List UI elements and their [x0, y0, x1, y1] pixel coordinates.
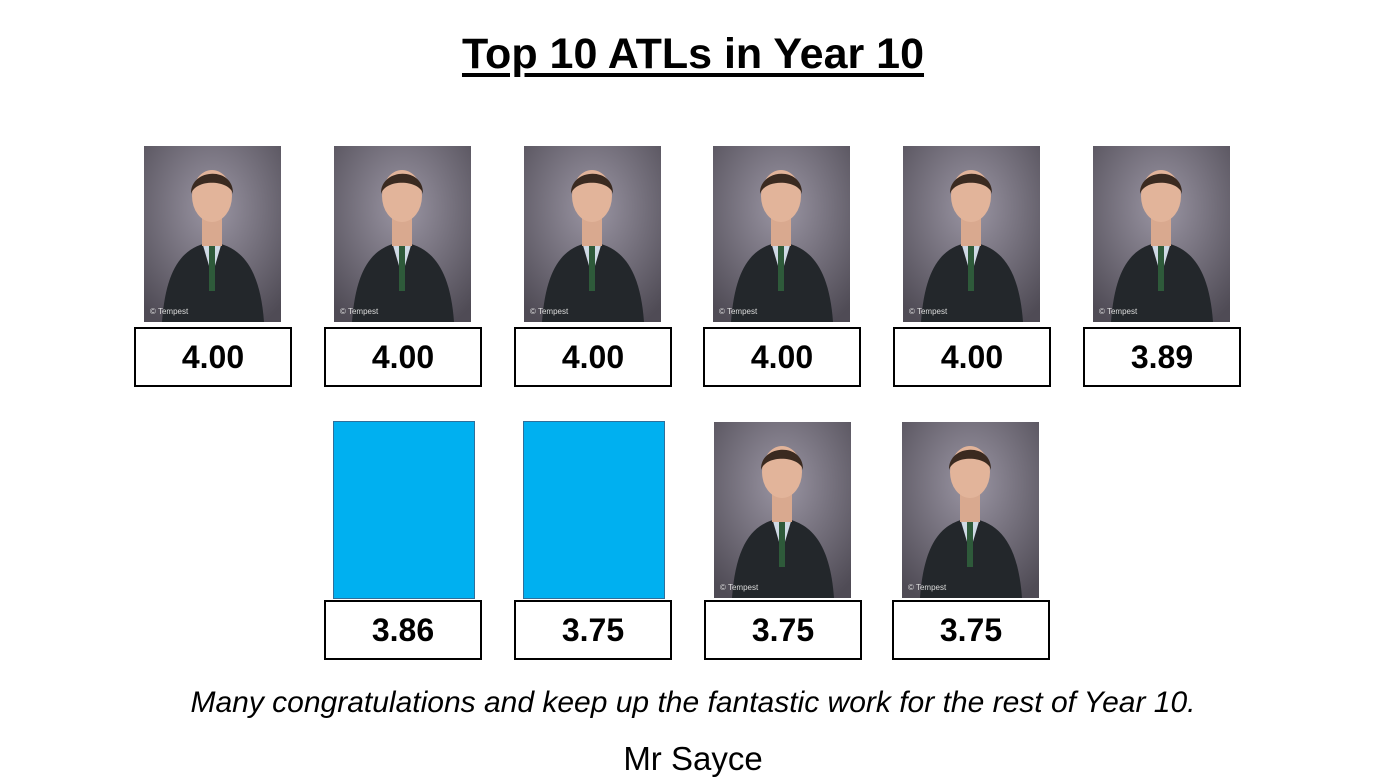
- score-box: 3.75: [514, 600, 672, 660]
- watermark: © Tempest: [720, 583, 759, 592]
- score-box: 4.00: [134, 327, 292, 387]
- placeholder-box: [523, 421, 665, 599]
- score-box: 3.86: [324, 600, 482, 660]
- portrait: © Tempest: [524, 146, 661, 322]
- watermark: © Tempest: [340, 307, 379, 316]
- signature: Mr Sayce: [623, 740, 763, 777]
- watermark: © Tempest: [530, 307, 569, 316]
- student-photo: © Tempest: [902, 422, 1039, 598]
- watermark: © Tempest: [150, 307, 189, 316]
- watermark: © Tempest: [909, 307, 948, 316]
- placeholder-box: [333, 421, 475, 599]
- portrait: © Tempest: [1093, 146, 1230, 322]
- student-photo: © Tempest: [334, 146, 471, 322]
- portrait: © Tempest: [334, 146, 471, 322]
- message: Many congratulations and keep up the fan…: [190, 686, 1196, 719]
- student-photo: © Tempest: [524, 146, 661, 322]
- portrait: © Tempest: [144, 146, 281, 322]
- score-box: 4.00: [893, 327, 1051, 387]
- student-photo: © Tempest: [903, 146, 1040, 322]
- portrait: © Tempest: [903, 146, 1040, 322]
- score-box: 4.00: [324, 327, 482, 387]
- student-photo: © Tempest: [1093, 146, 1230, 322]
- slide-title: Top 10 ATLs in Year 10: [461, 30, 925, 78]
- portrait: © Tempest: [902, 422, 1039, 598]
- score-box: 4.00: [703, 327, 861, 387]
- watermark: © Tempest: [908, 583, 947, 592]
- score-box: 4.00: [514, 327, 672, 387]
- watermark: © Tempest: [719, 307, 758, 316]
- score-box: 3.89: [1083, 327, 1241, 387]
- score-box: 3.75: [704, 600, 862, 660]
- student-photo: © Tempest: [714, 422, 851, 598]
- watermark: © Tempest: [1099, 307, 1138, 316]
- portrait: © Tempest: [714, 422, 851, 598]
- student-photo: © Tempest: [713, 146, 850, 322]
- student-photo: © Tempest: [144, 146, 281, 322]
- score-box: 3.75: [892, 600, 1050, 660]
- portrait: © Tempest: [713, 146, 850, 322]
